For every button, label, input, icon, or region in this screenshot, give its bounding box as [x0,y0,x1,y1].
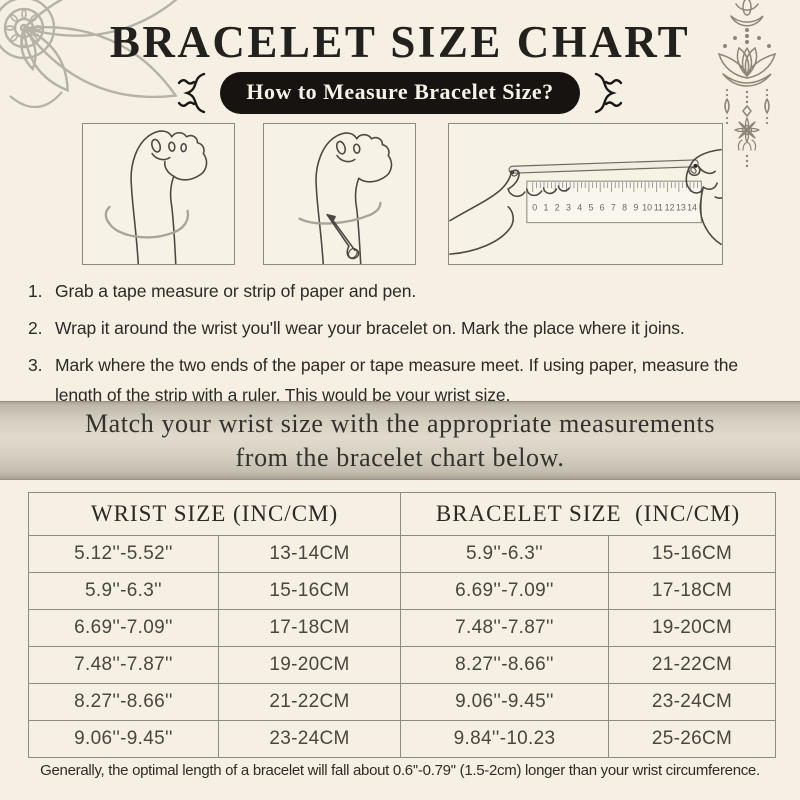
step-2-text: Wrap it around the wrist you'll wear you… [55,318,685,338]
step-3-number: 3. [28,355,43,375]
svg-text:14: 14 [687,203,697,213]
wrist-inch-cell: 7.48''-7.87'' [28,646,219,684]
wrist-inch-cell: 9.06''-9.45'' [28,720,219,758]
wrist-inch-cell: 5.12''-5.52'' [28,535,219,573]
wrist-cm-cell: 19-20CM [217,646,402,684]
lotus-hanging-ornament-icon [717,0,777,168]
wrist-cm-cell: 21-22CM [217,683,402,721]
wrist-cm-cell: 15-16CM [217,572,402,610]
step-1: 1. Grab a tape measure or strip of paper… [28,276,780,306]
size-table: WRIST SIZE (INC/CM) BRACELET SIZE (INC/C… [27,492,777,758]
bracelet-cm-cell: 21-22CM [608,646,777,684]
wrist-cm-cell: 13-14CM [217,535,402,573]
wrist-cm-cell: 23-24CM [217,720,402,758]
svg-text:12: 12 [665,203,675,213]
bracelet-cm-cell: 15-16CM [608,535,777,573]
bracelet-cm-cell: 19-20CM [608,609,777,647]
mandala-icon [0,0,194,109]
step2-illustration [263,123,416,265]
table-row: 5.9''-6.3'' 15-16CM 6.69''-7.09'' 17-18C… [28,572,777,610]
svg-text:5: 5 [588,203,593,213]
table-row: 6.69''-7.09'' 17-18CM 7.48''-7.87'' 19-2… [28,609,777,647]
svg-text:0: 0 [532,203,537,213]
bracelet-cm-cell: 17-18CM [608,572,777,610]
svg-text:2: 2 [555,203,560,213]
svg-text:9: 9 [633,203,638,213]
bracelet-cm-cell: 25-26CM [608,720,777,758]
bracelet-inch-cell: 9.84''-10.23 [400,720,610,758]
step-1-number: 1. [28,281,43,301]
measure-steps: 1. Grab a tape measure or strip of paper… [28,276,780,417]
bracelet-inch-cell: 8.27''-8.66'' [400,646,610,684]
flourish-right-icon [594,72,622,114]
wrist-size-header: WRIST SIZE (INC/CM) [27,492,402,536]
step-2: 2. Wrap it around the wrist you'll wear … [28,313,780,343]
svg-text:1: 1 [543,203,548,213]
wrist-inch-cell: 5.9''-6.3'' [28,572,219,610]
svg-text:6: 6 [600,203,605,213]
step-3-text: Mark where the two ends of the paper or … [55,355,739,405]
svg-text:10: 10 [642,203,652,213]
svg-text:3: 3 [566,203,571,213]
step-1-text: Grab a tape measure or strip of paper an… [55,281,417,301]
table-row: 8.27''-8.66'' 21-22CM 9.06''-9.45'' 23-2… [28,683,777,721]
table-row: 5.12''-5.52'' 13-14CM 5.9''-6.3'' 15-16C… [28,535,777,573]
banner-line-1: Match your wrist size with the appropria… [84,408,716,438]
step3-illustration: 0 1 2 3 4 5 6 7 8 9 10 11 12 13 14 [448,123,723,265]
svg-text:8: 8 [622,203,627,213]
wrist-inch-cell: 8.27''-8.66'' [28,683,219,721]
wrist-cm-cell: 17-18CM [217,609,402,647]
svg-text:4: 4 [577,203,582,213]
step1-illustration [82,123,235,265]
size-table-header-row: WRIST SIZE (INC/CM) BRACELET SIZE (INC/C… [27,492,777,536]
bracelet-size-header: BRACELET SIZE (INC/CM) [400,492,777,536]
bracelet-inch-cell: 9.06''-9.45'' [400,683,610,721]
bracelet-cm-cell: 23-24CM [608,683,777,721]
badge-row: How to Measure Bracelet Size? [0,70,800,116]
svg-text:13: 13 [676,203,686,213]
footer-note: Generally, the optimal length of a brace… [40,762,760,779]
bracelet-inch-cell: 5.9''-6.3'' [400,535,610,573]
flourish-left-icon [178,72,206,114]
bracelet-inch-cell: 6.69''-7.09'' [400,572,610,610]
match-size-banner: Match your wrist size with the appropria… [0,401,800,480]
step-3: 3. Mark where the two ends of the paper … [28,350,780,410]
badge-how-to-measure: How to Measure Bracelet Size? [220,72,580,114]
wrist-inch-cell: 6.69''-7.09'' [28,609,219,647]
bracelet-inch-cell: 7.48''-7.87'' [400,609,610,647]
table-row: 7.48''-7.87'' 19-20CM 8.27''-8.66'' 21-2… [28,646,777,684]
step-2-number: 2. [28,318,43,338]
svg-text:11: 11 [654,203,663,213]
svg-text:7: 7 [611,203,616,213]
banner-line-2: from the bracelet chart below. [235,442,565,472]
table-row: 9.06''-9.45'' 23-24CM 9.84''-10.23 25-26… [28,720,777,758]
page-title: BRACELET SIZE CHART [109,17,691,67]
